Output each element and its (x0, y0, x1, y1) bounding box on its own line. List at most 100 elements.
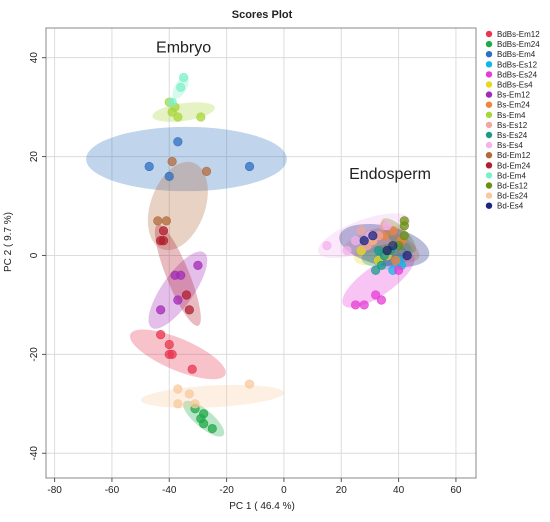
legend-marker (485, 81, 493, 88)
point-bdbs-em4 (173, 137, 183, 147)
x-tick-label: -80 (47, 485, 62, 496)
legend-marker (485, 71, 493, 78)
point-bd-em24 (181, 290, 192, 300)
legend-marker (485, 121, 493, 129)
legend-marker (485, 101, 493, 108)
point-bs-es4 (342, 245, 352, 256)
legend-marker (485, 172, 493, 179)
point-bdbs-em12 (164, 339, 174, 350)
point-bd-es12 (399, 231, 409, 241)
legend-marker (485, 111, 493, 119)
legend-marker (485, 61, 493, 68)
legend: BdBs-Em12BdBs-Em24BdBs-Em4BdBs-Es12BdBs-… (485, 30, 540, 211)
ellipse-bd-es24 (140, 384, 284, 408)
point-bdbs-em12 (167, 349, 177, 359)
point-bs-es12 (356, 226, 366, 236)
legend-label: Bd-Em24 (497, 161, 531, 170)
ellipse-bdbs-em4 (86, 126, 287, 192)
point-bd-es24 (244, 379, 255, 389)
legend-marker (485, 141, 493, 149)
point-bdbs-es24 (351, 300, 361, 310)
y-tick-label: -20 (29, 347, 40, 362)
legend-marker (485, 40, 493, 48)
point-bdbs-em24 (196, 414, 206, 424)
legend-marker (485, 30, 493, 38)
x-tick-label: 20 (336, 485, 348, 496)
point-bd-es24 (184, 389, 194, 399)
point-bd-em4 (167, 97, 177, 107)
legend-label: Bs-Es4 (497, 141, 523, 150)
legend-label: Bd-Es4 (497, 202, 524, 211)
x-tick-label: 60 (450, 485, 462, 496)
y-tick-label: -40 (29, 446, 40, 461)
point-bd-em24 (184, 305, 194, 315)
point-bdbs-em4 (144, 161, 154, 172)
y-tick-label: 40 (29, 52, 40, 64)
point-bs-es4 (351, 236, 361, 246)
point-bd-es4 (359, 236, 369, 246)
legend-marker (485, 91, 493, 98)
x-tick-label: -20 (219, 485, 234, 496)
axis-ticks: -80 -60 -40 -20 0 20 40 60 -40 -20 0 20 40 (29, 52, 462, 496)
point-bs-es24 (376, 260, 387, 270)
x-tick-label: -60 (105, 485, 120, 496)
legend-label: BdBs-Es24 (497, 70, 538, 79)
point-bs-em12 (193, 260, 203, 270)
x-tick-label: 0 (281, 485, 287, 496)
legend-label: Bd-Es12 (497, 182, 528, 191)
point-bd-em12 (161, 216, 171, 226)
y-axis-label: PC 2 ( 9.7 %) (3, 212, 14, 272)
point-bd-es12 (399, 216, 409, 226)
point-bd-em12 (167, 156, 177, 167)
legend-label: Bs-Em12 (497, 91, 530, 100)
point-bd-em24 (156, 236, 166, 246)
legend-marker (485, 131, 493, 139)
legend-label: BdBs-Em4 (497, 50, 536, 59)
legend-label: Bd-Em12 (497, 151, 531, 160)
point-bdbs-em12 (187, 364, 197, 374)
point-bd-es24 (173, 399, 183, 409)
point-bs-es4 (322, 240, 332, 251)
legend-marker (485, 162, 493, 169)
legend-marker (485, 192, 493, 199)
annotation-embryo: Embryo (156, 40, 211, 57)
legend-marker (485, 152, 493, 159)
point-bd-es4 (382, 245, 392, 256)
point-bdbs-es24 (394, 265, 404, 275)
annotations: Embryo Endosperm (156, 40, 431, 183)
x-axis-label: PC 1 ( 46.4 %) (229, 501, 295, 512)
point-bdbs-em4 (244, 161, 255, 172)
point-bs-em12 (173, 295, 183, 305)
legend-label: Bd-Em4 (497, 171, 526, 180)
point-bs-es4 (382, 221, 392, 231)
legend-label: Bs-Es24 (497, 131, 528, 140)
x-tick-label: -40 (162, 485, 177, 496)
legend-marker (485, 51, 493, 58)
point-bd-em4 (179, 72, 189, 83)
legend-label: BdBs-Em12 (497, 30, 540, 39)
point-bs-em12 (156, 305, 166, 315)
point-bs-em4 (173, 112, 183, 122)
x-tick-label: 40 (393, 485, 405, 496)
legend-label: Bs-Es12 (497, 121, 528, 130)
legend-label: BdBs-Es4 (497, 81, 533, 90)
point-bdbs-em12 (156, 329, 166, 340)
legend-marker (485, 182, 493, 189)
point-bd-es4 (368, 231, 378, 241)
point-bdbs-em4 (164, 171, 174, 181)
legend-marker (485, 202, 493, 209)
data-points (144, 72, 412, 434)
y-tick-label: 20 (29, 151, 40, 163)
plot-frame (45, 27, 477, 479)
point-bs-em4 (196, 112, 206, 122)
annotation-endosperm: Endosperm (349, 166, 431, 183)
legend-label: Bs-Em24 (497, 101, 530, 110)
legend-label: Bd-Es24 (497, 192, 528, 201)
point-bs-em24 (391, 255, 401, 266)
point-bs-es24 (373, 245, 384, 256)
point-bdbs-es24 (376, 295, 387, 305)
point-bs-em12 (176, 270, 186, 280)
y-tick-label: 0 (29, 252, 40, 258)
